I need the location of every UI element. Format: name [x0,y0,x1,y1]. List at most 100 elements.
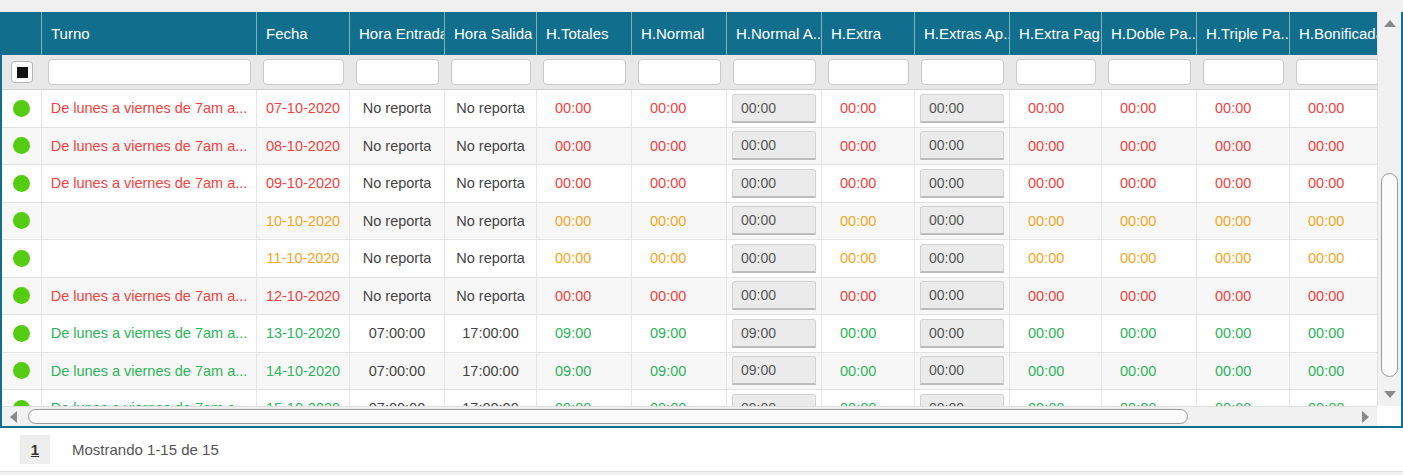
cell-h_extras_ap: 00:00 [915,90,1010,127]
filter-input-h_extra[interactable] [828,59,909,85]
cell-turno: De lunes a viernes de 7am a... [42,278,257,315]
cell-h_triple: 00:00 [1197,90,1290,127]
column-header-turno[interactable]: Turno [42,12,257,55]
cell-h_totales: 00:00 [537,90,632,127]
pager-page-1-button[interactable]: 1 [20,435,50,464]
column-header-hora_salida[interactable]: Hora Salida [445,12,537,55]
filter-input-h_bonificada[interactable] [1296,59,1377,85]
cell-h_extra_pag: 00:00 [1010,315,1102,352]
indeterminate-checkbox-icon [17,67,28,78]
table-row[interactable]: De lunes a viernes de 7am a...14-10-2020… [2,353,1377,391]
cell-hora_entrada: 07:00:00 [350,390,445,406]
cell-hora_entrada: 07:00:00 [350,315,445,352]
status-cell [2,353,42,390]
select-all-checkbox[interactable] [11,61,33,83]
cell-value: 17:00:00 [462,325,518,341]
readonly-hours-field: 00:00 [920,394,1004,406]
filter-input-h_extra_pag[interactable] [1016,59,1096,85]
table-row[interactable]: De lunes a viernes de 7am a...12-10-2020… [2,278,1377,316]
cell-fecha: 11-10-2020 [257,240,350,277]
cell-h_extras_ap: 00:00 [915,240,1010,277]
column-header-hora_entrada[interactable]: Hora Entrada [350,12,445,55]
filter-input-fecha[interactable] [263,59,344,85]
cell-hora_salida: No reporta [445,240,537,277]
cell-h_normal: 09:00 [632,390,727,406]
scroll-left-icon[interactable] [10,411,17,423]
column-header-h_doble[interactable]: H.Doble Pa... [1102,12,1197,55]
grid-rows-area: De lunes a viernes de 7am a...07-10-2020… [2,90,1377,406]
cell-hora_entrada: No reporta [350,278,445,315]
cell-h_normal_a: 00:00 [727,240,822,277]
cell-h_extra: 00:00 [822,240,915,277]
filter-input-h_doble[interactable] [1108,59,1191,85]
cell-h_bonificada: 00:00 [1290,165,1377,202]
table-row[interactable]: De lunes a viernes de 7am a...09-10-2020… [2,165,1377,203]
status-cell [2,165,42,202]
readonly-hours-field: 00:00 [732,281,816,310]
filter-input-h_triple[interactable] [1203,59,1284,85]
cell-turno: De lunes a viernes de 7am a... [42,353,257,390]
cell-h_extra_pag: 00:00 [1010,278,1102,315]
table-row[interactable]: De lunes a viernes de 7am a...15-10-2020… [2,390,1377,406]
cell-h_doble: 00:00 [1102,278,1197,315]
cell-turno [42,240,257,277]
status-cell [2,315,42,352]
cell-value: 17:00:00 [462,363,518,379]
column-header-h_totales[interactable]: H.Totales [537,12,632,55]
filter-input-h_normal[interactable] [638,59,721,85]
horizontal-scrollbar[interactable] [2,406,1377,426]
column-header-h_extras_ap[interactable]: H.Extras Ap... [915,12,1010,55]
column-header-h_triple[interactable]: H.Triple Pa... [1197,12,1290,55]
cell-value: 00:00 [650,100,686,116]
filter-input-h_totales[interactable] [543,59,626,85]
cell-value: No reporta [456,288,525,304]
column-header-h_normal[interactable]: H.Normal [632,12,727,55]
cell-value: 00:00 [1308,138,1344,154]
cell-value: 00:00 [1120,250,1156,266]
cell-value: 00:00 [1120,325,1156,341]
filter-input-hora_salida[interactable] [451,59,531,85]
column-header-h_normal_a[interactable]: H.Normal A... [727,12,822,55]
filter-input-h_normal_a[interactable] [733,59,816,85]
cell-h_extra_pag: 00:00 [1010,353,1102,390]
filter-cell-hora_entrada [350,55,445,89]
vertical-scrollbar[interactable] [1377,12,1401,406]
cell-value: 00:00 [1308,288,1344,304]
cell-value: 00:00 [1028,175,1064,191]
scroll-right-icon[interactable] [1362,411,1369,423]
table-row[interactable]: De lunes a viernes de 7am a...13-10-2020… [2,315,1377,353]
cell-h_extras_ap: 00:00 [915,165,1010,202]
column-header-h_bonificada[interactable]: H.Bonificada [1290,12,1377,55]
filter-input-h_extras_ap[interactable] [921,59,1004,85]
cell-value: 00:00 [650,213,686,229]
table-row[interactable]: 11-10-2020No reportaNo reporta00:0000:00… [2,240,1377,278]
cell-h_normal_a: 00:00 [727,278,822,315]
column-header-h_extra[interactable]: H.Extra [822,12,915,55]
cell-h_bonificada: 00:00 [1290,278,1377,315]
cell-h_triple: 00:00 [1197,165,1290,202]
filter-input-turno[interactable] [48,59,251,85]
cell-hora_entrada: No reporta [350,240,445,277]
readonly-hours-field: 00:00 [920,94,1004,123]
cell-value: De lunes a viernes de 7am a... [51,138,248,154]
vertical-scroll-thumb[interactable] [1381,173,1398,377]
column-header-fecha[interactable]: Fecha [257,12,350,55]
horizontal-scroll-thumb[interactable] [28,409,1188,424]
table-row[interactable]: De lunes a viernes de 7am a...07-10-2020… [2,90,1377,128]
cell-value: 00:00 [1028,213,1064,229]
cell-hora_salida: No reporta [445,90,537,127]
cell-value: 08-10-2020 [266,138,340,154]
scroll-up-icon[interactable] [1384,20,1396,27]
scroll-down-icon[interactable] [1384,391,1396,398]
column-header-h_extra_pag[interactable]: H.Extra Pag... [1010,12,1102,55]
table-row[interactable]: De lunes a viernes de 7am a... 08-10-2020… [2,128,1377,166]
status-dot-icon [13,250,30,267]
cell-value: 11-10-2020 [266,250,339,266]
cell-value: 00:00 [840,288,876,304]
cell-h_bonificada: 00:00 [1290,128,1377,165]
table-row[interactable]: 10-10-2020No reportaNo reporta00:0000:00… [2,203,1377,241]
cell-value: 00:00 [840,175,876,191]
cell-fecha: 10-10-2020 [257,203,350,240]
filter-input-hora_entrada[interactable] [356,59,439,85]
cell-hora_salida: No reporta [445,278,537,315]
